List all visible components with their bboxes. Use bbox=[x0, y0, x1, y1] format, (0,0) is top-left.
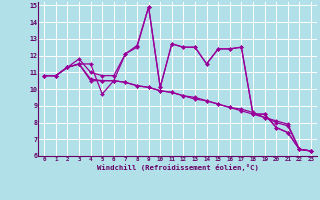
X-axis label: Windchill (Refroidissement éolien,°C): Windchill (Refroidissement éolien,°C) bbox=[97, 164, 259, 171]
